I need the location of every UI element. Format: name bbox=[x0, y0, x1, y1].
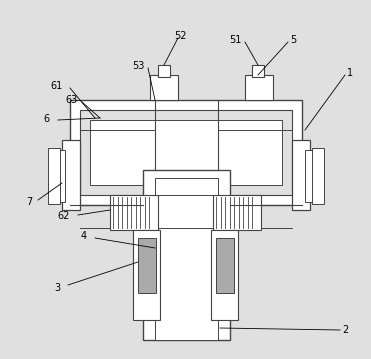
Bar bbox=[143, 170, 230, 340]
Bar bbox=[62, 140, 80, 210]
Text: 4: 4 bbox=[81, 231, 87, 241]
Text: 6: 6 bbox=[44, 114, 50, 124]
Text: 63: 63 bbox=[66, 95, 78, 105]
Bar bbox=[70, 100, 302, 205]
Bar bbox=[216, 238, 234, 293]
Bar bbox=[133, 230, 160, 320]
Text: 52: 52 bbox=[174, 31, 186, 41]
Bar bbox=[292, 140, 310, 210]
Bar bbox=[158, 65, 170, 77]
Bar bbox=[55, 150, 65, 202]
Text: 53: 53 bbox=[132, 61, 145, 71]
Bar bbox=[305, 150, 315, 202]
Bar bbox=[252, 65, 264, 77]
Bar bbox=[150, 75, 178, 100]
Text: 62: 62 bbox=[58, 211, 70, 221]
Text: 1: 1 bbox=[347, 68, 353, 78]
Bar bbox=[155, 178, 218, 340]
Bar bbox=[48, 148, 60, 204]
Bar bbox=[110, 195, 158, 230]
Text: 61: 61 bbox=[51, 81, 63, 91]
Text: 3: 3 bbox=[54, 283, 60, 293]
Text: 51: 51 bbox=[230, 35, 242, 45]
Bar bbox=[312, 148, 324, 204]
Bar bbox=[245, 75, 273, 100]
Bar bbox=[80, 110, 292, 195]
Bar bbox=[90, 120, 282, 185]
Bar bbox=[138, 238, 156, 293]
Bar bbox=[211, 230, 238, 320]
Text: 2: 2 bbox=[342, 325, 348, 335]
Text: 5: 5 bbox=[290, 35, 296, 45]
Text: 7: 7 bbox=[26, 197, 32, 207]
Bar bbox=[213, 195, 261, 230]
